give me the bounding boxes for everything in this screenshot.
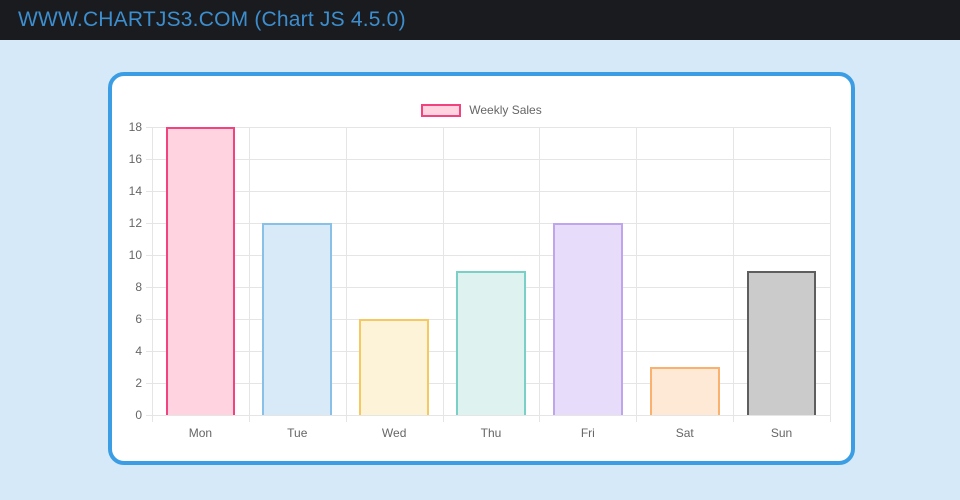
bar-thu[interactable] <box>456 271 526 415</box>
chart-legend-item[interactable]: Weekly Sales <box>112 103 851 117</box>
y-axis-tick <box>146 383 152 384</box>
gridline-vertical <box>539 127 540 415</box>
x-tick-label-tue: Tue <box>287 426 308 440</box>
site-title: WWW.CHARTJS3.COM (Chart JS 4.5.0) <box>18 8 406 31</box>
x-axis-tick <box>346 415 347 422</box>
bar-wed[interactable] <box>359 319 429 415</box>
bar-fri[interactable] <box>552 223 623 415</box>
gridline-horizontal <box>152 255 830 256</box>
gridline-vertical <box>346 127 347 415</box>
y-tick-label: 0 <box>135 408 142 422</box>
y-axis-tick <box>146 415 152 416</box>
x-tick-label-wed: Wed <box>381 426 407 440</box>
y-axis-tick <box>146 287 152 288</box>
gridline-vertical <box>443 127 444 415</box>
y-tick-label: 18 <box>128 120 142 134</box>
gridline-horizontal <box>152 159 830 160</box>
x-tick-label-fri: Fri <box>580 426 595 440</box>
bar-tue[interactable] <box>262 223 333 415</box>
y-axis-line <box>152 127 153 415</box>
y-axis-tick <box>146 351 152 352</box>
chart-card: Weekly Sales 0 2 4 6 8 10 12 14 16 18 Mon Tue Wed Thu… <box>108 72 855 465</box>
y-axis-tick <box>146 191 152 192</box>
y-tick-label: 6 <box>135 312 142 326</box>
x-axis-tick <box>249 415 250 422</box>
x-axis-tick <box>152 415 153 422</box>
bar-mon[interactable] <box>165 127 236 415</box>
legend-swatch-icon <box>421 103 462 117</box>
y-axis-tick <box>146 159 152 160</box>
x-tick-label-sun: Sun <box>770 426 793 440</box>
bar-sat[interactable] <box>649 367 720 415</box>
y-axis-tick <box>146 255 152 256</box>
y-tick-label: 4 <box>135 344 142 358</box>
x-tick-label-sat: Sat <box>675 426 694 440</box>
y-tick-label: 12 <box>128 216 142 230</box>
x-axis-tick <box>733 415 734 422</box>
gridline-horizontal <box>152 415 830 416</box>
gridline-horizontal <box>152 223 830 224</box>
bar-sun[interactable] <box>746 271 817 415</box>
gridline-vertical <box>249 127 250 415</box>
y-axis-tick <box>146 319 152 320</box>
plot-area: 0 2 4 6 8 10 12 14 16 18 Mon Tue Wed Thu Fri Sat Sun <box>129 120 831 440</box>
gridline-horizontal <box>152 191 830 192</box>
y-tick-label: 16 <box>128 152 142 166</box>
y-tick-label: 14 <box>128 184 142 198</box>
y-tick-label: 10 <box>128 248 142 262</box>
gridline-vertical <box>636 127 637 415</box>
x-tick-label-mon: Mon <box>188 426 213 440</box>
gridline-horizontal <box>152 127 830 128</box>
x-tick-label-thu: Thu <box>480 426 502 440</box>
y-tick-label: 2 <box>135 376 142 390</box>
x-axis-tick <box>636 415 637 422</box>
y-axis-tick <box>146 127 152 128</box>
x-axis-tick <box>830 415 831 422</box>
y-tick-label: 8 <box>135 280 142 294</box>
gridline-vertical <box>733 127 734 415</box>
y-axis-tick <box>146 223 152 224</box>
legend-label: Weekly Sales <box>469 103 542 117</box>
gridline-vertical <box>830 127 831 415</box>
x-axis-tick <box>539 415 540 422</box>
header-bar: WWW.CHARTJS3.COM (Chart JS 4.5.0) <box>0 0 960 40</box>
x-axis-tick <box>443 415 444 422</box>
